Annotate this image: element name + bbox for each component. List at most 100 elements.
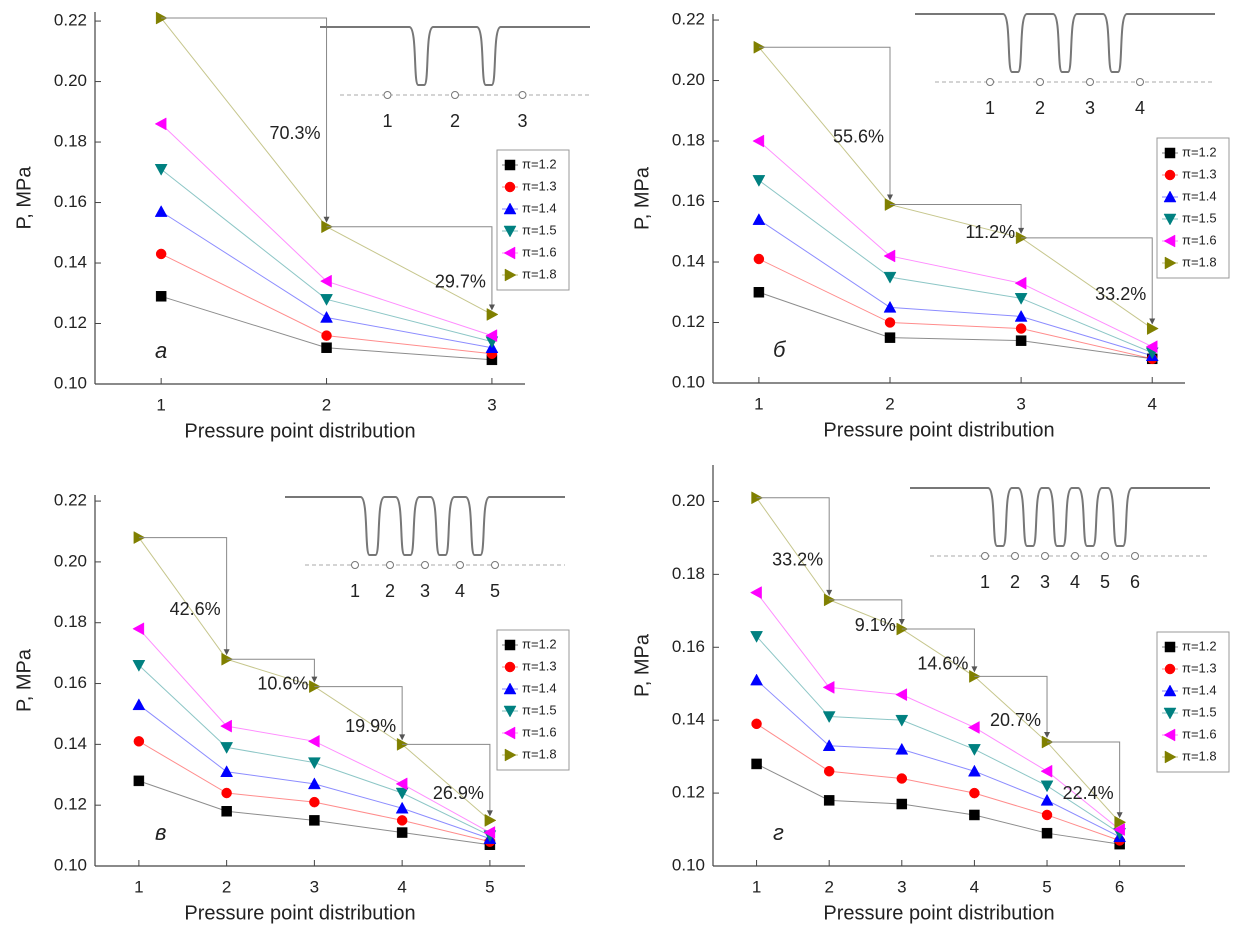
inset-profile — [915, 13, 1215, 73]
legend-marker — [504, 661, 516, 673]
inset-point — [1071, 552, 1079, 560]
marker — [307, 734, 320, 748]
marker — [753, 287, 765, 298]
marker — [1014, 309, 1028, 322]
inset-profile — [910, 487, 1210, 547]
marker — [154, 164, 168, 176]
marker — [884, 317, 896, 328]
marker — [823, 765, 835, 777]
y-axis-label: P, MPa — [13, 648, 35, 712]
inset-point — [383, 91, 392, 99]
marker — [155, 291, 167, 302]
marker — [132, 660, 146, 672]
legend-label: π=1.3 — [1182, 166, 1217, 181]
marker — [751, 718, 762, 730]
panel-label: в — [155, 820, 166, 845]
inset-point — [421, 561, 429, 569]
x-tick-label: 6 — [1115, 877, 1124, 896]
legend-marker — [504, 268, 517, 282]
marker — [396, 815, 408, 826]
marker — [1041, 827, 1053, 839]
y-tick-label: 0.16 — [672, 637, 705, 656]
legend-marker — [1163, 234, 1176, 248]
x-tick-label: 1 — [752, 877, 761, 896]
x-tick-label: 2 — [824, 877, 833, 896]
y-tick-label: 0.12 — [672, 783, 705, 802]
legend-box — [496, 149, 570, 291]
marker — [154, 205, 168, 217]
inset-point — [386, 561, 394, 569]
y-tick-label: 0.20 — [54, 71, 87, 90]
annotation-connector — [890, 204, 1022, 230]
inset-label: 3 — [517, 111, 527, 131]
annotation-arrow — [1116, 812, 1123, 819]
legend-label: π=1.4 — [1182, 682, 1217, 697]
legend-marker — [1163, 684, 1177, 697]
inset-label: 2 — [385, 581, 395, 601]
y-tick-label: 0.10 — [672, 372, 705, 391]
inset-label: 2 — [1010, 572, 1020, 592]
x-tick-label: 2 — [222, 877, 231, 896]
y-tick-label: 0.16 — [54, 673, 87, 692]
marker — [1040, 793, 1054, 806]
marker — [883, 271, 897, 284]
legend-marker — [503, 202, 517, 215]
marker — [307, 757, 321, 770]
annotation: 55.6% — [833, 127, 884, 147]
marker — [483, 826, 496, 839]
panel-label: б — [773, 337, 787, 362]
y-tick-label: 0.18 — [54, 612, 87, 631]
y-tick-label: 0.14 — [54, 253, 87, 272]
legend-marker — [1163, 213, 1177, 226]
annotation-arrow — [826, 589, 833, 596]
annotation: 14.6% — [917, 653, 968, 673]
x-tick-label: 1 — [134, 877, 143, 896]
inset-label: 1 — [980, 572, 990, 592]
series-line — [758, 258, 1153, 360]
annotation: 26.9% — [433, 783, 484, 803]
marker — [967, 721, 980, 734]
annotation-arrow — [1149, 318, 1156, 325]
marker — [484, 813, 497, 827]
inset-point — [351, 561, 359, 569]
x-tick-label: 1 — [156, 395, 165, 414]
inset-label: 4 — [1070, 572, 1080, 592]
legend-marker — [1164, 256, 1177, 270]
x-tick-label: 3 — [487, 395, 496, 414]
series-line — [756, 592, 1120, 830]
inset-label: 2 — [1035, 98, 1045, 118]
annotation: 20.7% — [990, 710, 1041, 730]
annotation: 33.2% — [1095, 284, 1146, 304]
y-tick-label: 0.10 — [54, 373, 87, 392]
marker — [307, 777, 321, 790]
legend-marker — [503, 682, 517, 695]
inset-point — [1101, 552, 1109, 560]
marker — [895, 714, 909, 727]
inset-point — [1131, 552, 1139, 560]
y-tick-label: 0.20 — [54, 551, 87, 570]
legend-label: π=1.6 — [522, 244, 557, 259]
legend-marker — [504, 181, 516, 193]
y-tick-label: 0.10 — [672, 855, 705, 874]
x-axis-label: Pressure point distribution — [823, 419, 1054, 441]
annotation-connector — [326, 226, 493, 307]
series-line — [758, 291, 1153, 360]
x-tick-label: 3 — [1016, 394, 1025, 413]
inset-label: 4 — [455, 581, 465, 601]
inset-point — [451, 91, 459, 99]
marker — [883, 249, 896, 263]
marker — [309, 815, 320, 826]
series-line — [138, 664, 491, 837]
y-tick-label: 0.12 — [54, 795, 87, 814]
x-tick-label: 4 — [1147, 394, 1156, 413]
marker — [752, 134, 765, 148]
legend-label: π=1.5 — [1182, 210, 1217, 225]
inset-point — [1086, 78, 1094, 86]
marker — [320, 274, 332, 288]
marker — [133, 736, 145, 747]
y-tick-label: 0.12 — [54, 313, 87, 332]
y-tick-label: 0.22 — [54, 11, 87, 30]
marker — [753, 253, 765, 265]
marker — [485, 329, 498, 343]
marker — [395, 801, 409, 814]
